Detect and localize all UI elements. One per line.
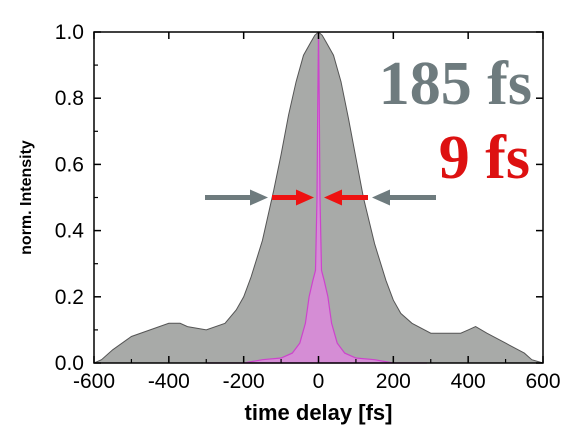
y-tick-label: 0.4 — [55, 220, 85, 243]
x-tick-label: -400 — [148, 370, 190, 393]
x-tick-label: 200 — [376, 370, 411, 393]
x-axis-title: time delay [fs] — [245, 400, 393, 425]
pulse-width-9fs-label: 9 fs — [439, 124, 530, 192]
red-arrow-right-head — [324, 189, 342, 206]
x-tick-label: 0 — [313, 370, 325, 393]
series-layer — [93, 31, 544, 364]
axis-ticks: -600 -400 -200 0 200 400 600 0.0 0.2 0.4 0.6 0.8 1.0 — [55, 21, 561, 393]
y-tick-label: 0.6 — [55, 153, 84, 176]
gray-arrow-right-head — [372, 189, 390, 206]
pulse-width-185fs-label: 185 fs — [379, 50, 532, 118]
x-tick-label: -200 — [223, 370, 265, 393]
series-area-1 — [206, 31, 427, 364]
y-tick-label: 0.2 — [55, 286, 84, 309]
y-axis-title: norm. Intensity — [18, 140, 35, 255]
gray-arrow-left-head — [250, 189, 268, 206]
red-arrow-left-head — [296, 189, 314, 206]
x-tick-label: -600 — [73, 370, 115, 393]
x-tick-label: 400 — [451, 370, 486, 393]
x-tick-label: 600 — [525, 370, 560, 393]
y-tick-label: 0.0 — [55, 352, 84, 375]
y-tick-label: 1.0 — [55, 21, 84, 44]
fwhm-arrows — [205, 189, 436, 206]
y-tick-label: 0.8 — [55, 87, 84, 110]
